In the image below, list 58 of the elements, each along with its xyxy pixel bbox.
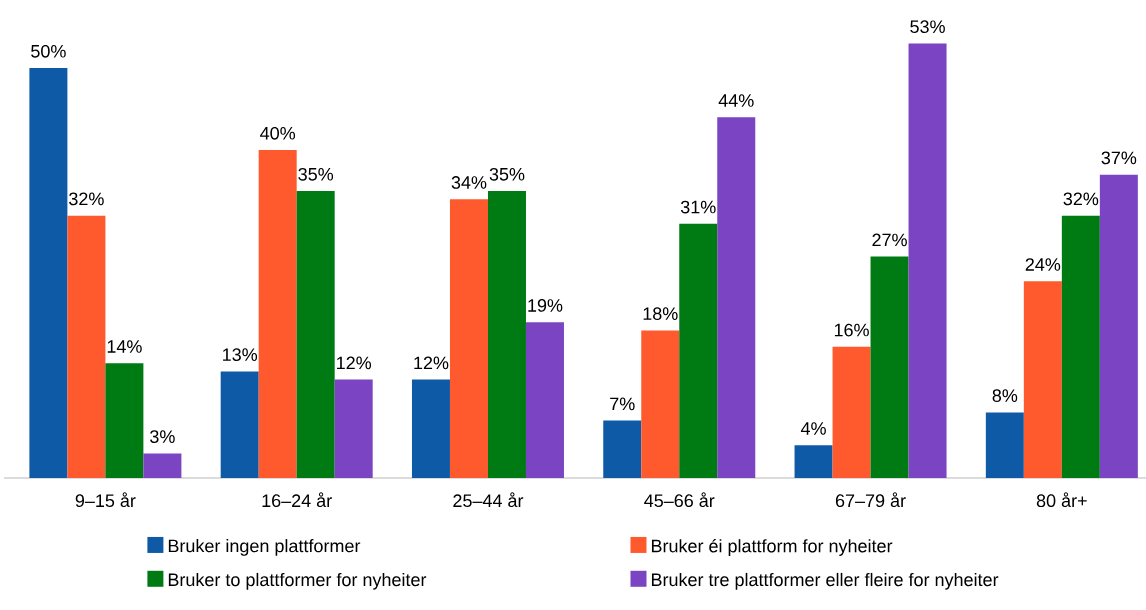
data-label: 50% bbox=[31, 44, 66, 58]
bar bbox=[1061, 215, 1100, 478]
data-label: 19% bbox=[528, 299, 563, 312]
data-label: 32% bbox=[1063, 192, 1099, 206]
data-label: 12% bbox=[337, 356, 372, 370]
bar bbox=[29, 68, 68, 478]
data-label: 53% bbox=[910, 20, 945, 34]
legend-label: Bruker to plattformer for nyheiter bbox=[168, 572, 427, 590]
bar bbox=[641, 330, 680, 478]
bar bbox=[525, 322, 564, 478]
bar bbox=[143, 453, 182, 478]
x-tick-label: 9–15 år bbox=[75, 492, 136, 508]
data-label: 16% bbox=[834, 323, 869, 337]
data-label: 32% bbox=[69, 192, 104, 206]
bar bbox=[334, 379, 373, 478]
data-label: 14% bbox=[107, 340, 142, 353]
bar bbox=[717, 117, 756, 478]
data-label: 34% bbox=[451, 176, 487, 189]
bar bbox=[679, 223, 718, 478]
x-tick-label: 45–66 år bbox=[644, 492, 715, 508]
bar bbox=[794, 445, 833, 478]
data-label: 7% bbox=[610, 397, 635, 411]
bar bbox=[67, 215, 106, 478]
data-label: 44% bbox=[718, 94, 754, 107]
bar bbox=[908, 43, 947, 478]
bar bbox=[411, 379, 450, 478]
bar bbox=[985, 412, 1024, 478]
data-label: 4% bbox=[800, 422, 826, 435]
data-label: 8% bbox=[992, 389, 1018, 403]
bar bbox=[296, 191, 335, 478]
bar bbox=[832, 346, 871, 478]
bar bbox=[1023, 281, 1062, 478]
bar bbox=[105, 363, 144, 478]
x-tick-label: 25–44 år bbox=[453, 492, 524, 508]
data-label: 40% bbox=[260, 126, 296, 140]
bar bbox=[258, 150, 297, 478]
bar bbox=[487, 191, 526, 478]
x-tick-label: 80 år+ bbox=[1036, 492, 1087, 508]
data-label: 13% bbox=[223, 348, 258, 362]
legend-label: Bruker éi plattform for nyheiter bbox=[651, 538, 893, 556]
x-tick-label: 67–79 år bbox=[835, 492, 906, 508]
bar bbox=[220, 371, 259, 478]
legend-label: Bruker ingen plattformer bbox=[168, 539, 361, 556]
data-label: 12% bbox=[414, 356, 449, 370]
x-tick-label: 16–24 år bbox=[262, 492, 332, 508]
data-label: 35% bbox=[298, 167, 334, 181]
bar bbox=[449, 199, 488, 478]
data-label: 27% bbox=[872, 233, 907, 247]
bar bbox=[1099, 174, 1138, 478]
data-label: 37% bbox=[1101, 151, 1137, 165]
bar bbox=[603, 420, 642, 478]
bar bbox=[870, 256, 909, 478]
data-label: 18% bbox=[643, 307, 678, 321]
data-label: 31% bbox=[680, 200, 716, 214]
data-label: 24% bbox=[1025, 258, 1061, 271]
data-label: 3% bbox=[150, 430, 175, 443]
legend-label: Bruker tre plattformer eller fleire for nyheiter bbox=[651, 572, 999, 590]
data-label: 35% bbox=[489, 167, 525, 181]
